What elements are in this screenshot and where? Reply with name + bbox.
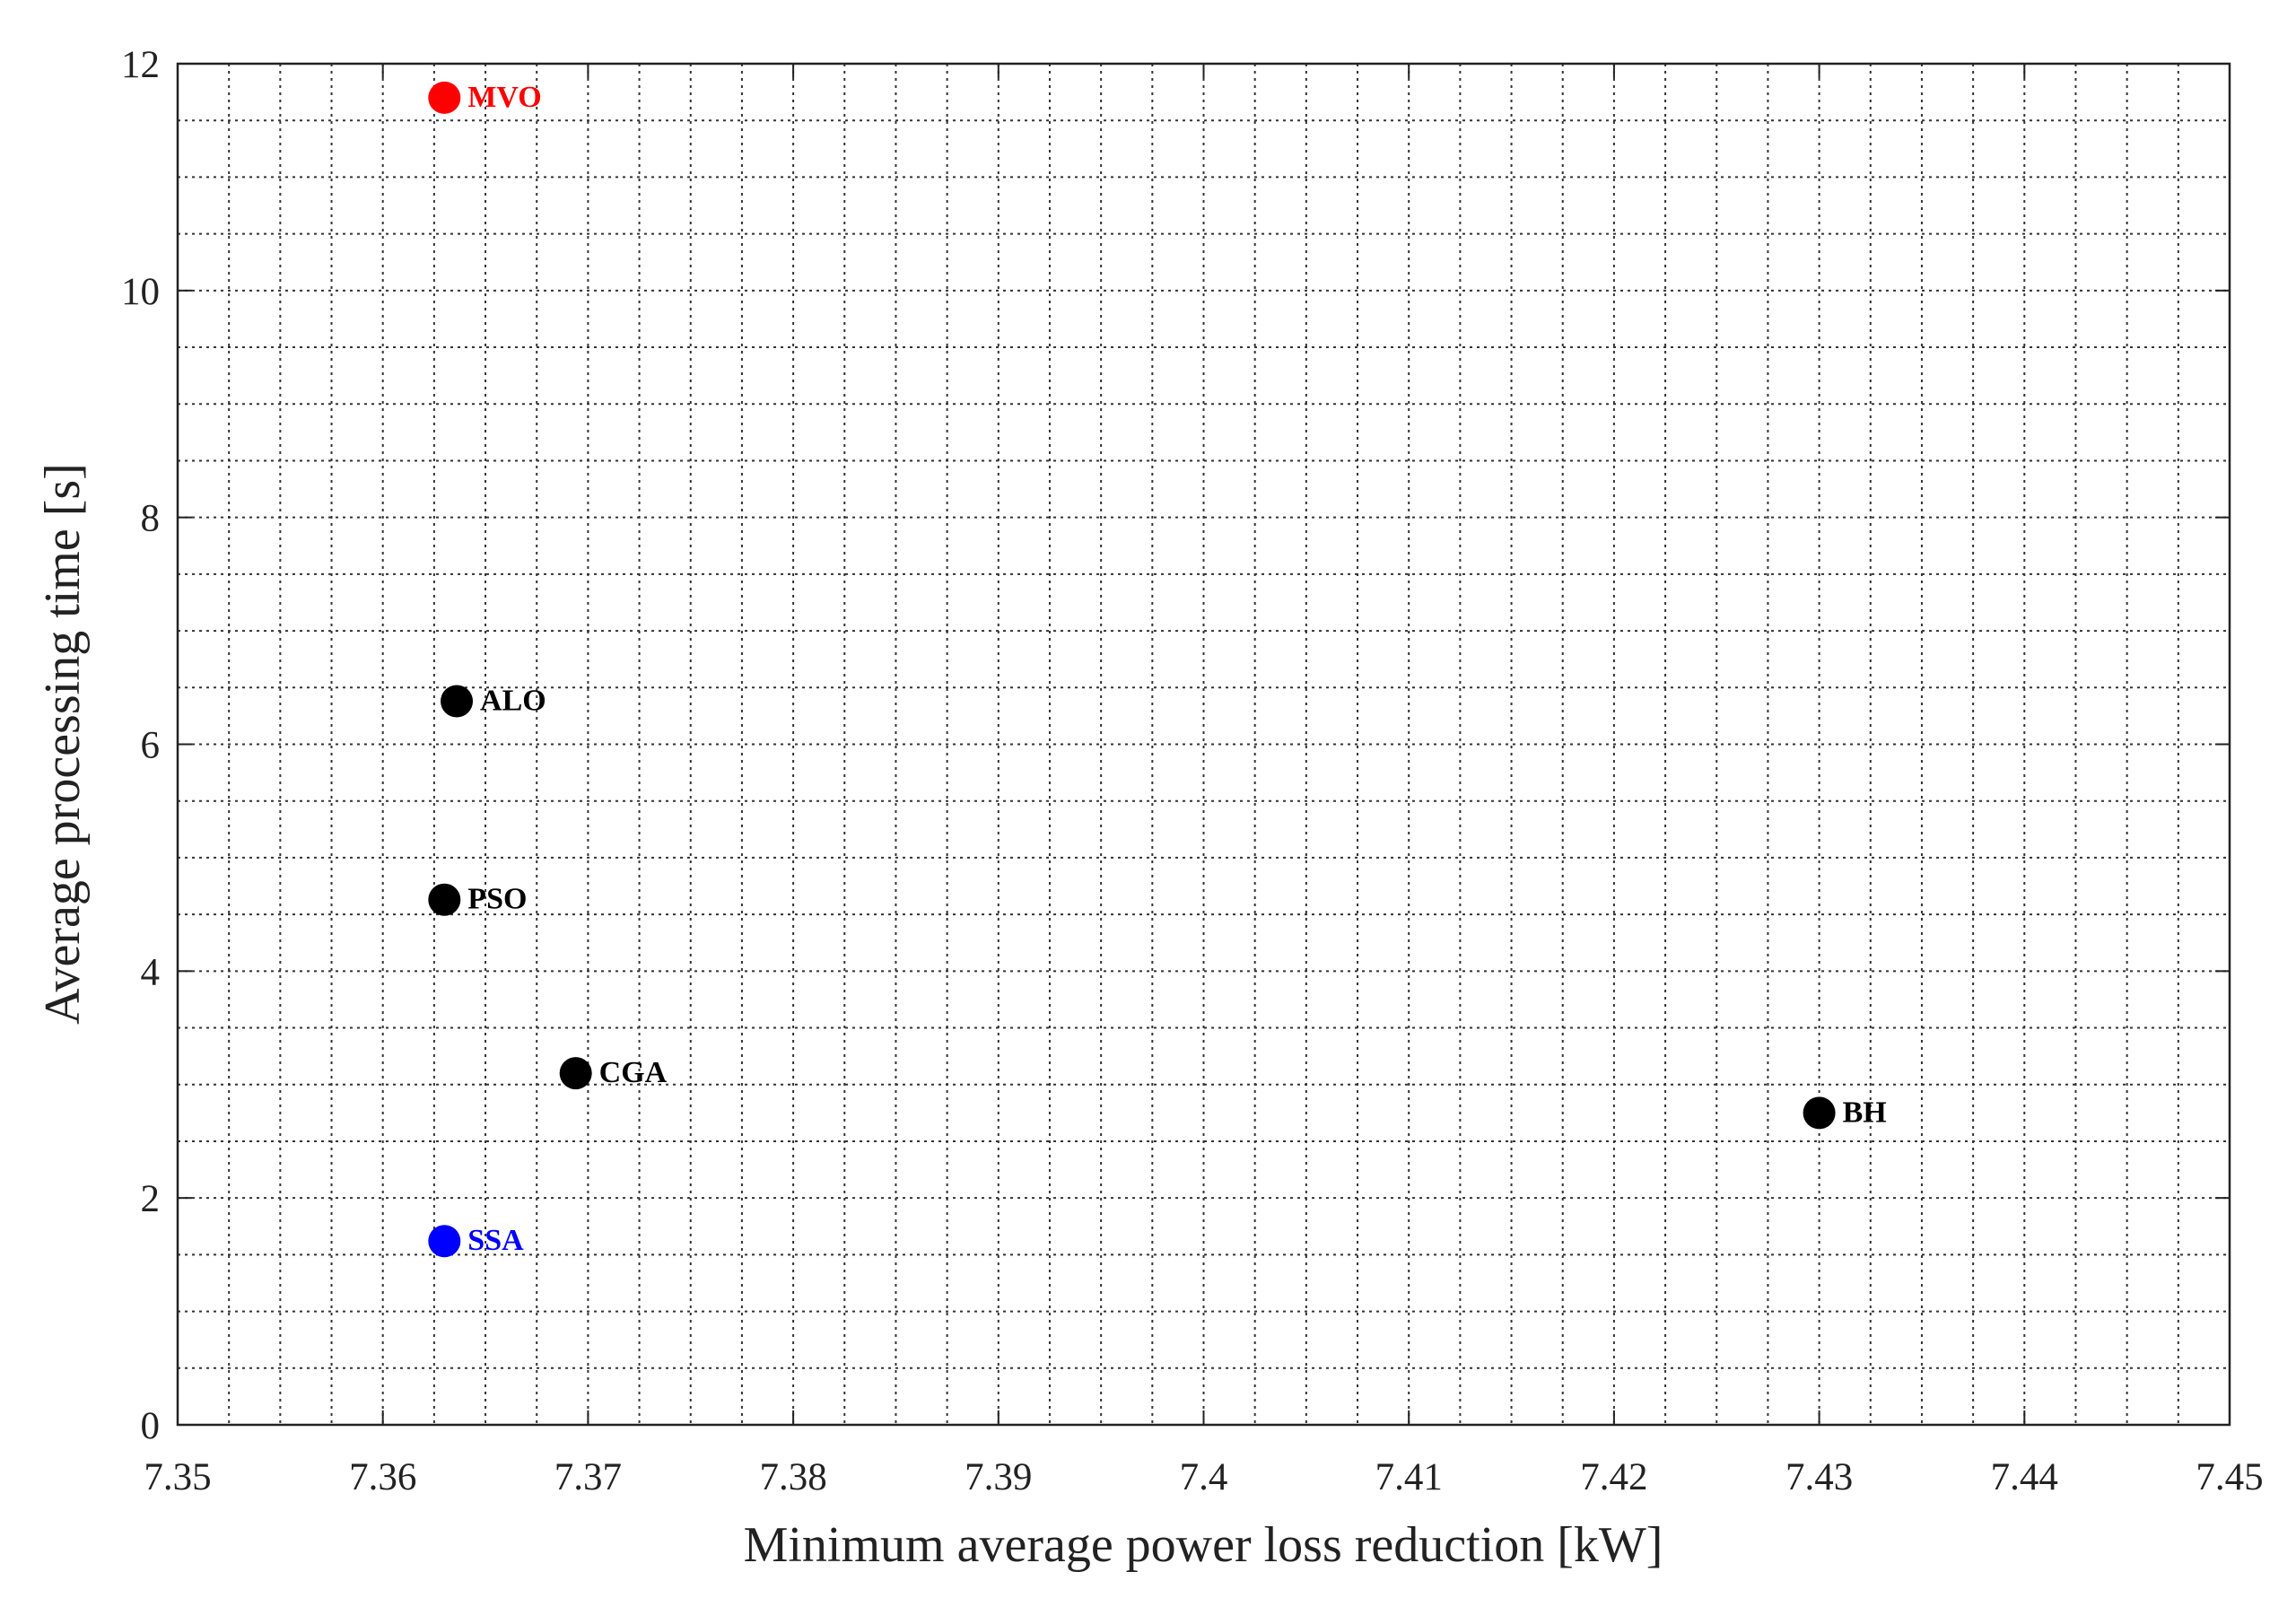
x-tick-label: 7.38 (759, 1456, 826, 1498)
point (441, 685, 474, 718)
y-tick-label: 8 (141, 498, 161, 540)
x-tick-label: 7.35 (144, 1456, 211, 1498)
point (1803, 1096, 1836, 1130)
y-tick-label: 4 (141, 951, 161, 993)
x-tick-label: 7.43 (1785, 1456, 1853, 1498)
x-tick-label: 7.36 (349, 1456, 416, 1498)
x-tick-label: 7.45 (2196, 1456, 2263, 1498)
point-label: MVO (467, 81, 541, 114)
point (428, 81, 461, 114)
x-tick-label: 7.4 (1180, 1456, 1228, 1498)
point-label: PSO (467, 883, 527, 916)
x-tick-label: 7.41 (1375, 1456, 1443, 1498)
x-tick-label: 7.42 (1580, 1456, 1647, 1498)
point-label: BH (1843, 1096, 1887, 1129)
x-tick-label: 7.44 (1991, 1456, 2058, 1498)
point (428, 1225, 461, 1258)
y-axis-label: Average processing time [s] (35, 463, 91, 1025)
x-tick-label: 7.39 (965, 1456, 1032, 1498)
x-tick-label: 7.37 (554, 1456, 622, 1498)
point (559, 1057, 592, 1090)
x-axis-label: Minimum average power loss reduction [kW… (744, 1517, 1663, 1573)
point-label: ALO (480, 684, 546, 717)
point (428, 883, 461, 916)
y-tick-label: 10 (121, 271, 160, 313)
y-tick-label: 12 (121, 44, 160, 86)
point-label: SSA (467, 1224, 524, 1257)
point-label: CGA (599, 1056, 668, 1089)
plot-frame (176, 62, 2231, 1427)
y-tick-label: 6 (141, 725, 161, 767)
y-tick-label: 2 (141, 1178, 161, 1220)
y-tick-label: 0 (141, 1405, 161, 1447)
